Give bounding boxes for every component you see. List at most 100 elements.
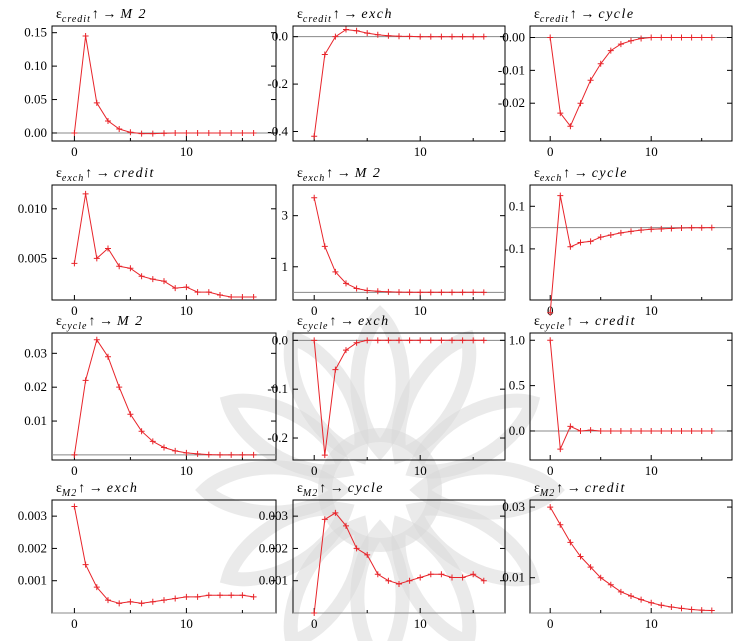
title-symbol: ε <box>534 314 540 329</box>
data-point <box>708 34 715 41</box>
data-point <box>353 545 360 552</box>
data-point <box>427 571 434 578</box>
panel-title: εcycle↑ → exch <box>297 314 390 332</box>
data-point <box>353 339 360 346</box>
data-point <box>311 610 318 616</box>
data-point <box>250 294 257 301</box>
plot-frame <box>529 332 733 461</box>
data-point <box>668 225 675 232</box>
y-tick-label: 0.003 <box>259 508 288 523</box>
title-arrow: ↑ → <box>85 166 110 181</box>
data-point <box>480 33 487 40</box>
plot-frame <box>292 332 506 461</box>
data-point <box>628 228 634 235</box>
plot-frame <box>292 184 506 301</box>
data-point <box>364 337 371 344</box>
x-tick-label: 0 <box>311 616 318 631</box>
x-tick-label: 0 <box>311 303 318 318</box>
data-point <box>374 337 381 344</box>
data-point <box>607 581 614 588</box>
data-point <box>343 26 349 33</box>
data-point <box>311 194 318 201</box>
data-point <box>217 451 223 458</box>
data-point <box>438 571 445 578</box>
y-tick-label: -0.01 <box>498 62 525 77</box>
panel-title: εcredit↑ → exch <box>297 7 393 25</box>
data-point <box>577 427 584 434</box>
data-point <box>688 606 695 613</box>
x-tick-label: 0 <box>71 303 78 318</box>
irf-panel: 0.001 0.002 0.003 0 10 εM2↑ → cycle <box>259 481 506 631</box>
plot-frame <box>292 25 506 142</box>
data-point <box>116 125 123 132</box>
data-point <box>71 260 78 267</box>
data-point <box>427 337 434 344</box>
data-point <box>597 60 604 67</box>
data-point <box>71 451 78 458</box>
data-point <box>228 129 235 136</box>
data-point <box>105 117 111 124</box>
x-tick-label: 0 <box>547 616 554 631</box>
y-tick-label: 0.0 <box>272 29 288 44</box>
title-arrow: ↑ → <box>92 7 117 22</box>
x-tick-label: 0 <box>71 463 78 478</box>
data-point <box>406 337 413 344</box>
data-point <box>149 130 156 137</box>
data-point <box>138 130 145 137</box>
data-point <box>597 234 604 241</box>
data-point <box>567 243 574 250</box>
data-point <box>480 337 487 344</box>
panel-title: εcredit↑ → cycle <box>534 7 635 25</box>
data-point <box>557 192 564 199</box>
data-point <box>587 238 594 245</box>
data-point <box>194 289 201 296</box>
x-tick-label: 0 <box>71 144 78 159</box>
title-symbol: ε <box>56 7 62 22</box>
data-point <box>638 35 645 42</box>
data-point <box>617 41 624 48</box>
panel-title: εM2↑ → exch <box>56 481 138 499</box>
y-tick-label: 0.005 <box>18 250 47 265</box>
irf-panel: 0.00 0.05 0.10 0.15 0 10 εcredit↑ → M 2 <box>24 7 277 159</box>
panel-title: εcycle↑ → M 2 <box>56 314 144 332</box>
y-tick-label: 0.05 <box>24 92 47 107</box>
data-point <box>127 129 134 136</box>
series-line <box>313 197 484 293</box>
data-point <box>587 427 594 434</box>
x-tick-label: 10 <box>414 463 427 478</box>
title-symbol: ε <box>297 481 303 496</box>
x-tick-label: 10 <box>414 303 427 318</box>
series-line <box>73 35 254 135</box>
x-tick-label: 10 <box>645 144 658 159</box>
data-point <box>708 427 715 434</box>
data-point <box>617 427 624 434</box>
data-point <box>648 34 655 41</box>
title-symbol: ε <box>56 481 62 496</box>
data-point <box>607 232 614 239</box>
data-point <box>116 600 123 607</box>
data-point <box>332 366 339 373</box>
data-point <box>194 593 201 600</box>
data-point <box>250 451 257 458</box>
data-point <box>459 33 466 40</box>
data-point <box>228 294 235 301</box>
x-tick-label: 10 <box>180 144 193 159</box>
data-point <box>417 337 424 344</box>
data-point <box>449 289 455 296</box>
data-point <box>668 427 675 434</box>
data-point <box>438 33 445 40</box>
data-point <box>149 276 156 283</box>
title-response: exch <box>361 7 393 22</box>
data-point <box>459 289 466 296</box>
data-point <box>557 446 564 453</box>
data-point <box>239 294 246 301</box>
data-point <box>127 598 134 605</box>
data-point <box>417 289 424 296</box>
data-point <box>250 593 257 600</box>
data-point <box>161 597 167 604</box>
x-tick-label: 10 <box>180 616 193 631</box>
title-symbol: ε <box>534 7 540 22</box>
y-tick-label: 1 <box>282 259 289 274</box>
data-point <box>648 599 655 606</box>
data-point <box>194 450 201 457</box>
